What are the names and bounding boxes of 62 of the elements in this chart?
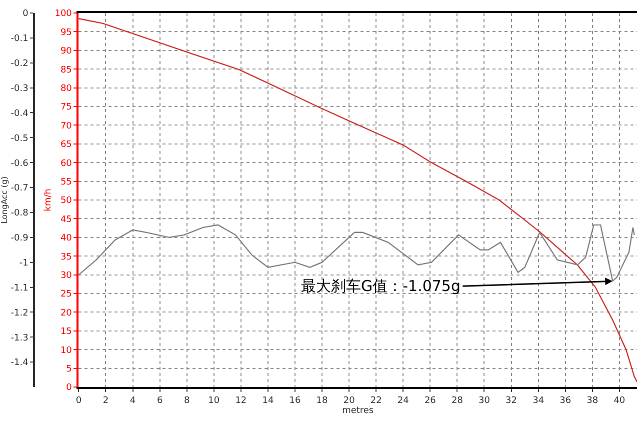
x-tick-label: 8 bbox=[184, 396, 190, 406]
y2-axis-title: LongAcc (g) bbox=[0, 176, 9, 224]
x-tick-label: 30 bbox=[478, 396, 490, 406]
y-tick-label: 25 bbox=[60, 290, 72, 300]
y2-tick-label: -0.6 bbox=[10, 158, 29, 169]
x-tick-label: 20 bbox=[343, 396, 356, 406]
y2-tick-label: -0.1 bbox=[10, 34, 28, 44]
y-tick-label: 55 bbox=[60, 177, 72, 188]
x-tick-label: 32 bbox=[506, 396, 518, 406]
line-series bbox=[78, 18, 637, 382]
x-tick-label: 28 bbox=[451, 396, 464, 406]
x-tick-label: 16 bbox=[289, 396, 301, 406]
y-tick-label: 65 bbox=[60, 140, 72, 150]
x-tick-label: 26 bbox=[424, 396, 436, 406]
x-tick-label: 22 bbox=[370, 396, 382, 406]
y2-tick-label: -0.8 bbox=[10, 208, 29, 219]
y-tick-label: 85 bbox=[60, 65, 72, 76]
y2-tick-label: -0.7 bbox=[10, 184, 28, 194]
y-tick-label: 40 bbox=[60, 234, 72, 244]
y2-tick-label: -1.1 bbox=[10, 283, 28, 294]
y-tick-label: 100 bbox=[54, 9, 72, 20]
annotation: 最大刹车G值：-1.075g bbox=[301, 277, 460, 295]
y-tick-label: 60 bbox=[60, 158, 72, 169]
x-tick-label: 10 bbox=[208, 396, 220, 406]
x-axis-title: metres bbox=[342, 406, 374, 416]
y2-tick-label: -0.3 bbox=[10, 84, 28, 94]
y2-tick-label: 0 bbox=[22, 9, 29, 20]
y-tick-label: 0 bbox=[66, 383, 72, 394]
y2-tick-label: -1 bbox=[19, 258, 28, 268]
x-tick-label: 34 bbox=[532, 396, 544, 406]
x-tick-label: 2 bbox=[102, 396, 109, 406]
y-tick-label: 20 bbox=[60, 308, 72, 318]
x-tick-label: 12 bbox=[235, 396, 247, 406]
x-tick-label: 6 bbox=[156, 396, 163, 406]
y-tick-label: 15 bbox=[60, 327, 72, 338]
y-tick-label: 10 bbox=[60, 346, 72, 356]
y2-tick-label: -1.2 bbox=[10, 308, 28, 318]
y-tick-label: 45 bbox=[60, 214, 72, 225]
x-tick-label: 0 bbox=[76, 396, 82, 406]
y-tick-label: 50 bbox=[60, 196, 72, 206]
y-tick-label: 90 bbox=[60, 46, 72, 57]
y-tick-label: 95 bbox=[60, 28, 72, 38]
y-tick-label: 30 bbox=[60, 270, 72, 281]
y-tick-label: 80 bbox=[60, 84, 72, 94]
x-tick-label: 38 bbox=[586, 396, 598, 406]
y-axis-title: km/h bbox=[44, 188, 54, 212]
x-tick-label: 40 bbox=[614, 396, 626, 406]
x-tick-label: 4 bbox=[130, 396, 136, 406]
x-tick-label: 18 bbox=[316, 396, 328, 406]
y-tick-label: 75 bbox=[60, 102, 72, 113]
y2-tick-label: -1.4 bbox=[10, 358, 29, 368]
y-tick-label: 35 bbox=[60, 252, 72, 262]
x-tick-label: 14 bbox=[262, 396, 274, 406]
y-tick-label: 5 bbox=[66, 364, 72, 374]
y2-tick-label: -0.9 bbox=[10, 234, 29, 244]
y2-tick-label: -1.3 bbox=[10, 333, 28, 344]
y2-tick-label: -0.5 bbox=[10, 134, 28, 144]
x-tick-label: 24 bbox=[397, 396, 410, 406]
y2-tick-label: -0.2 bbox=[10, 59, 28, 70]
x-tick-label: 36 bbox=[560, 396, 572, 406]
y-tick-label: 70 bbox=[60, 121, 72, 132]
y2-tick-label: -0.4 bbox=[10, 108, 29, 119]
